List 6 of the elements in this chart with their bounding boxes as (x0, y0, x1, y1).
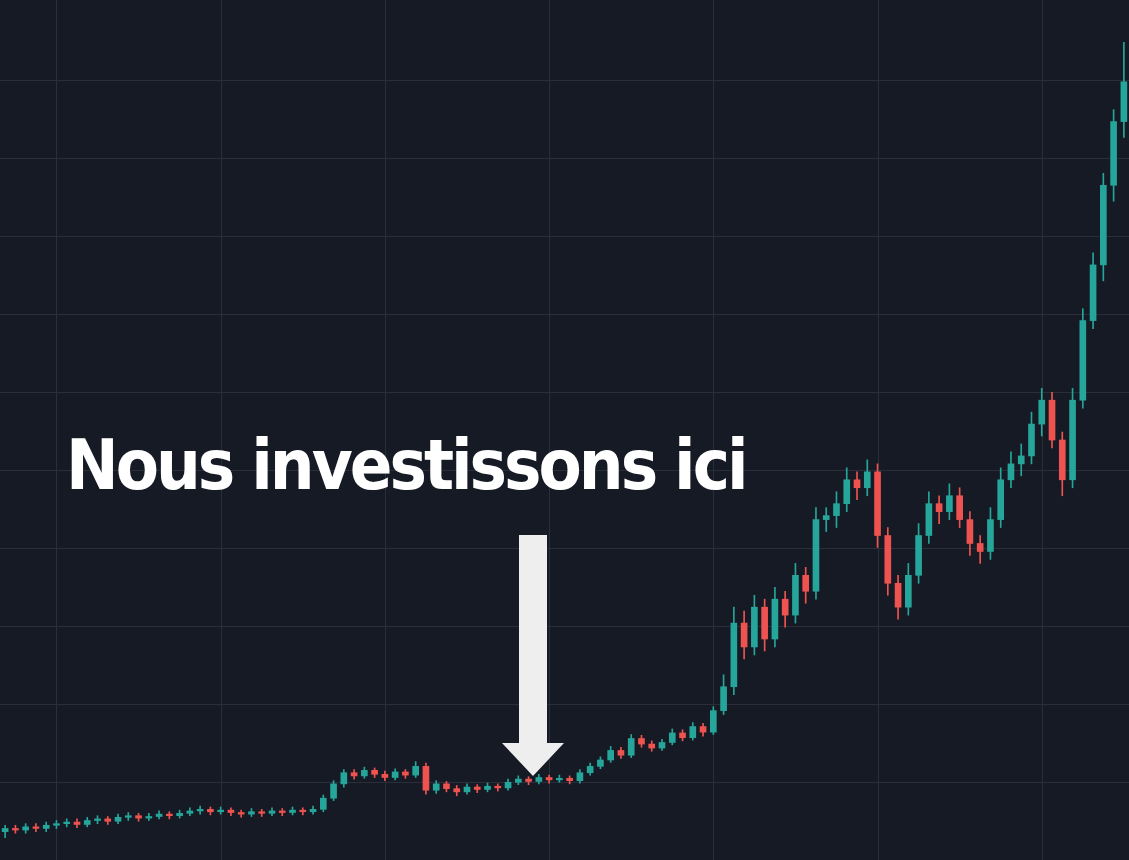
candlestick (237, 809, 245, 818)
candlestick (145, 812, 153, 821)
candlestick (822, 507, 830, 532)
candlestick (278, 808, 286, 817)
annotation: Nous investissons ici (66, 424, 746, 506)
candlestick (299, 807, 307, 816)
